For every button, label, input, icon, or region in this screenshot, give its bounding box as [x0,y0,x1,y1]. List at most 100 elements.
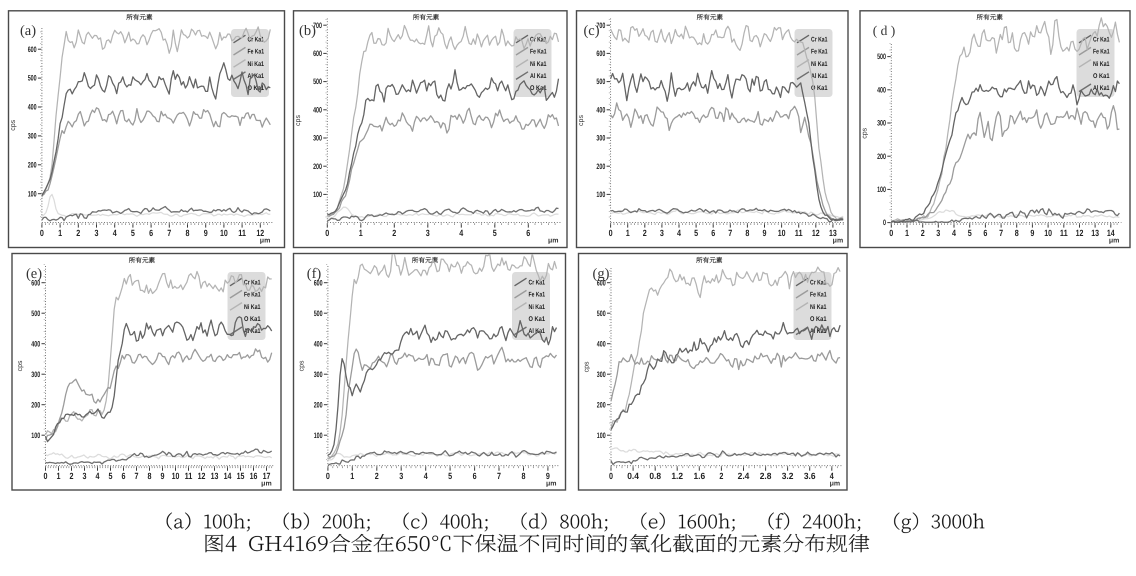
svg-text:1.2: 1.2 [671,471,683,481]
svg-text:4: 4 [96,471,100,481]
svg-text:8: 8 [148,471,152,481]
svg-text:Ni Ka1: Ni Ka1 [530,61,547,68]
svg-text:300: 300 [597,370,606,379]
svg-text:10: 10 [172,471,180,481]
svg-text:cps: cps [295,115,302,126]
svg-text:μm: μm [546,481,557,488]
svg-text:Al Ka1: Al Ka1 [811,73,828,80]
svg-text:0: 0 [40,228,44,238]
svg-text:(f): (f) [307,266,322,282]
svg-text:7: 7 [135,471,139,481]
svg-text:(g): (g) [593,266,610,282]
svg-text:Fe Ka1: Fe Ka1 [1093,49,1110,56]
svg-text:Ni Ka1: Ni Ka1 [248,61,265,68]
svg-text:400: 400 [28,103,37,112]
svg-text:0: 0 [609,471,613,481]
svg-text:1: 1 [359,228,363,238]
svg-text:3: 3 [660,228,664,238]
svg-text:Al Ka1: Al Ka1 [810,328,827,335]
svg-text:3.6: 3.6 [804,471,816,481]
svg-text:cps: cps [578,115,585,126]
svg-text:700: 700 [313,21,322,30]
svg-text:4: 4 [952,228,956,238]
svg-text:13: 13 [1091,228,1099,238]
svg-text:15: 15 [237,471,245,481]
svg-text:Cr Ka1: Cr Ka1 [1093,36,1110,43]
svg-text:5: 5 [448,471,452,481]
svg-text:100: 100 [313,190,322,199]
svg-text:(e): (e) [26,266,42,282]
svg-text:2: 2 [719,471,723,481]
svg-text:Al Ka1: Al Ka1 [244,328,261,335]
svg-text:500: 500 [877,52,886,61]
svg-text:3: 3 [936,228,940,238]
svg-text:300: 300 [877,119,886,128]
svg-text:4: 4 [424,471,428,481]
svg-text:μm: μm [833,238,844,245]
svg-text:Al Ka1: Al Ka1 [248,73,265,80]
svg-text:(c): (c) [583,23,599,39]
svg-text:600: 600 [314,278,323,287]
svg-text:4: 4 [830,471,834,481]
svg-text:300: 300 [314,370,323,379]
svg-text:5: 5 [694,228,698,238]
svg-text:8: 8 [186,228,190,238]
svg-text:500: 500 [314,309,323,318]
svg-text:500: 500 [31,309,40,318]
svg-text:4: 4 [113,228,117,238]
svg-text:0.8: 0.8 [649,471,661,481]
svg-text:Cr Ka1: Cr Ka1 [248,36,265,43]
svg-text:500: 500 [313,77,322,86]
svg-text:12: 12 [198,471,206,481]
svg-text:16: 16 [250,471,258,481]
svg-text:1: 1 [905,228,909,238]
svg-text:0: 0 [889,228,893,238]
svg-text:Al Ka1: Al Ka1 [529,328,546,335]
svg-text:14: 14 [1107,228,1115,238]
svg-text:200: 200 [596,162,605,171]
svg-text:300: 300 [313,134,322,143]
svg-text:Fe Ka1: Fe Ka1 [810,292,827,299]
svg-text:0: 0 [326,471,330,481]
svg-text:5: 5 [968,228,972,238]
svg-text:6: 6 [711,228,715,238]
svg-text:3: 3 [399,471,403,481]
svg-text:300: 300 [31,370,40,379]
svg-text:6: 6 [526,228,530,238]
svg-text:10: 10 [778,228,786,238]
svg-text:9: 9 [161,471,165,481]
svg-text:100: 100 [31,431,40,440]
svg-text:7: 7 [728,228,732,238]
svg-text:μm: μm [1109,238,1120,245]
svg-text:500: 500 [596,77,605,86]
svg-text:9: 9 [763,228,767,238]
svg-text:2: 2 [392,228,396,238]
svg-text:Fe Ka1: Fe Ka1 [529,292,546,299]
svg-text:12: 12 [256,228,264,238]
svg-text:8: 8 [745,228,749,238]
svg-text:0: 0 [883,218,886,227]
svg-text:3: 3 [83,471,87,481]
svg-text:6: 6 [473,471,477,481]
svg-text:13: 13 [211,471,219,481]
svg-text:μm: μm [548,238,559,245]
svg-text:500: 500 [28,74,37,83]
svg-text:5: 5 [131,228,135,238]
svg-text:100: 100 [314,431,323,440]
svg-text:200: 200 [31,400,40,409]
svg-text:1: 1 [350,471,354,481]
svg-text:6: 6 [983,228,987,238]
svg-text:10: 10 [220,228,228,238]
svg-text:600: 600 [597,278,606,287]
svg-text:cps: cps [10,119,17,130]
svg-text:600: 600 [313,49,322,58]
svg-text:O Ka1: O Ka1 [530,85,547,92]
svg-text:5: 5 [493,228,497,238]
svg-text:2: 2 [643,228,647,238]
svg-text:O Ka1: O Ka1 [811,85,828,92]
svg-text:13: 13 [829,228,837,238]
svg-text:500: 500 [597,309,606,318]
svg-text:Cr Ka1: Cr Ka1 [244,279,261,286]
svg-text:200: 200 [597,400,606,409]
svg-text:3: 3 [95,228,99,238]
